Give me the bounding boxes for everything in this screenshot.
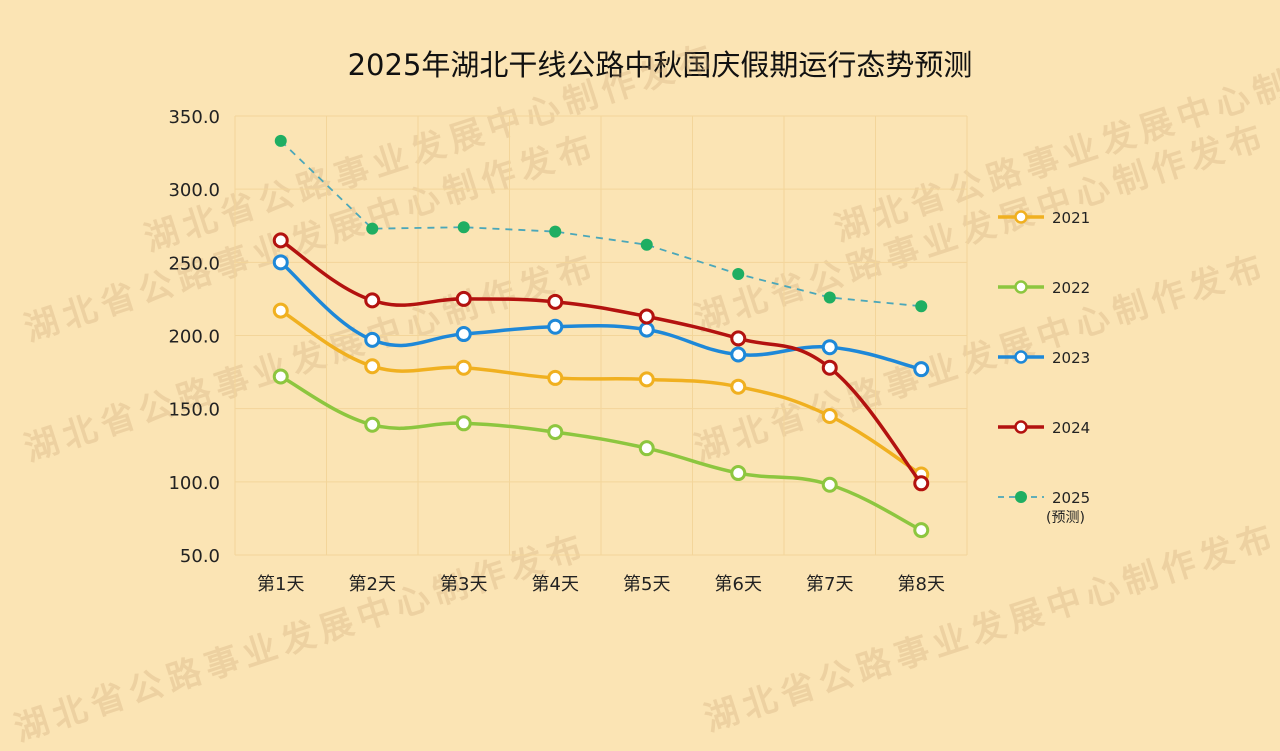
y-tick-label: 300.0 — [168, 180, 220, 201]
legend-item-2022: 2022 — [998, 279, 1090, 297]
data-point — [272, 254, 289, 271]
data-point — [730, 330, 747, 347]
data-point — [455, 290, 472, 307]
data-point — [915, 300, 928, 313]
x-tick-label: 第1天 — [257, 574, 304, 595]
x-tick-label: 第8天 — [898, 574, 945, 595]
y-tick-label: 250.0 — [168, 253, 220, 274]
data-point — [821, 476, 838, 493]
data-point — [272, 368, 289, 385]
data-point — [638, 308, 655, 325]
series-2021 — [272, 302, 930, 483]
series-2024 — [272, 232, 930, 492]
data-point — [823, 291, 836, 304]
x-tick-label: 第6天 — [715, 574, 762, 595]
data-point — [732, 268, 745, 281]
data-point — [272, 232, 289, 249]
y-tick-label: 100.0 — [168, 473, 220, 494]
data-point — [640, 238, 653, 251]
data-point — [272, 302, 289, 319]
y-tick-label: 50.0 — [180, 546, 220, 567]
data-point — [730, 465, 747, 482]
series-2022 — [272, 368, 930, 539]
legend-marker — [1015, 491, 1027, 503]
x-tick-label: 第3天 — [440, 574, 487, 595]
line-chart: 50.0 100.0 150.0 200.0 250.0 300.0 350.0 第1天 第2天… — [168, 107, 1090, 595]
series-line — [280, 140, 922, 308]
legend-label: 2025 — [1052, 489, 1090, 507]
x-tick-label: 第5天 — [623, 574, 670, 595]
data-point — [455, 359, 472, 376]
data-point — [547, 318, 564, 335]
data-point — [547, 369, 564, 386]
y-tick-label: 200.0 — [168, 327, 220, 348]
legend-label: 2021 — [1052, 209, 1090, 227]
legend-item-2025: 2025 (预测) — [998, 489, 1090, 526]
data-point — [913, 475, 930, 492]
data-point — [364, 358, 381, 375]
data-point — [455, 415, 472, 432]
data-point — [547, 424, 564, 441]
data-point — [364, 292, 381, 309]
legend-item-2024: 2024 — [998, 419, 1090, 437]
data-point — [730, 346, 747, 363]
data-point — [366, 222, 379, 235]
data-point — [730, 378, 747, 395]
legend-sublabel: (预测) — [1046, 510, 1085, 526]
data-point — [821, 339, 838, 356]
data-point — [821, 407, 838, 424]
data-point — [638, 321, 655, 338]
data-point — [457, 221, 470, 234]
legend-label: 2022 — [1052, 279, 1090, 297]
legend-marker — [1014, 350, 1028, 364]
legend-item-2021: 2021 — [998, 209, 1090, 227]
legend-marker — [1014, 420, 1028, 434]
data-point — [364, 331, 381, 348]
data-point — [364, 416, 381, 433]
data-point — [638, 440, 655, 457]
data-point — [913, 522, 930, 539]
y-tick-label: 350.0 — [168, 107, 220, 128]
data-point — [638, 371, 655, 388]
data-point — [549, 225, 562, 238]
y-tick-label: 150.0 — [168, 400, 220, 421]
chart-title: 2025年湖北干线公路中秋国庆假期运行态势预测 — [347, 48, 973, 82]
x-tick-label: 第4天 — [532, 574, 579, 595]
legend-label: 2024 — [1052, 419, 1090, 437]
data-point — [821, 359, 838, 376]
legend-item-2023: 2023 — [998, 349, 1090, 367]
series-2023 — [272, 254, 930, 378]
data-point — [455, 326, 472, 343]
x-tick-label: 第7天 — [806, 574, 853, 595]
legend-label: 2023 — [1052, 349, 1090, 367]
data-point — [913, 361, 930, 378]
series-2025 — [274, 134, 928, 313]
data-point — [274, 134, 287, 147]
legend-marker — [1014, 280, 1028, 294]
x-tick-label: 第2天 — [349, 574, 396, 595]
data-point — [547, 293, 564, 310]
legend-marker — [1014, 210, 1028, 224]
